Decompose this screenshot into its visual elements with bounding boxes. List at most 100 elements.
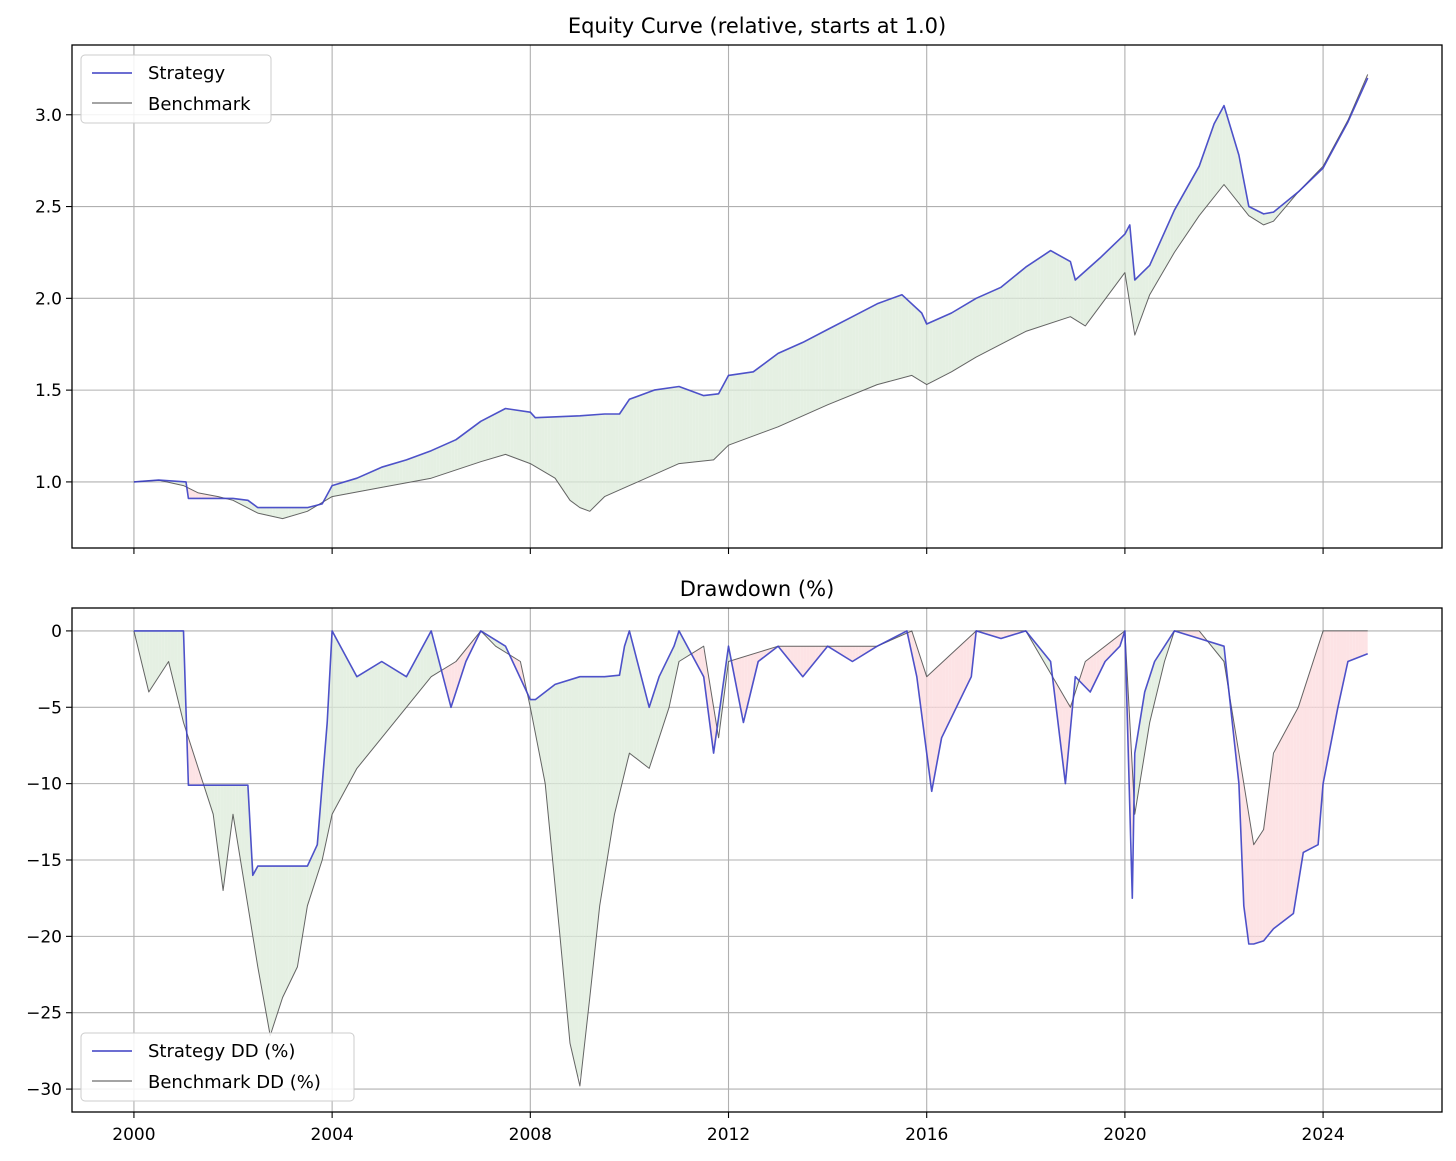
drawdown-fill-segment (334, 635, 338, 810)
equity-fill-segment (954, 309, 958, 371)
equity-fill-segment (510, 409, 514, 458)
equity-fill-segment (473, 424, 477, 465)
equity-fill-segment (707, 394, 711, 461)
equity-fill-segment (531, 413, 535, 467)
drawdown-fill-segment (516, 658, 520, 677)
equity-fill-segment (969, 300, 973, 361)
equity-fill-segment (787, 347, 791, 423)
equity-fill-segment (883, 300, 887, 383)
drawdown-fill-segment (211, 785, 215, 822)
equity-fill-segment (522, 411, 526, 462)
drawdown-fill-segment (1247, 805, 1251, 944)
drawdown-fill-segment (559, 682, 563, 965)
equity-chart-title: Equity Curve (relative, starts at 1.0) (568, 14, 946, 38)
equity-fill-segment (528, 411, 532, 465)
drawdown-fill-segment (260, 866, 264, 999)
equity-fill-segment (525, 411, 529, 463)
drawdown-fill-segment (797, 646, 801, 674)
drawdown-fill-segment (605, 676, 609, 868)
drawdown-fill-segment (1087, 657, 1091, 692)
drawdown-fill-segment (790, 646, 794, 666)
equity-fill-segment (975, 297, 980, 358)
equity-fill-segment (966, 302, 970, 363)
drawdown-fill-segment (297, 866, 301, 967)
drawdown-fill-segment (294, 866, 298, 974)
drawdown-fill-segment (818, 646, 822, 658)
equity-fill-segment (405, 459, 409, 484)
drawdown-fill-segment (1361, 630, 1365, 657)
equity-fill-segment (1157, 240, 1162, 281)
equity-fill-segment (494, 412, 498, 458)
equity-fill-segment (541, 417, 545, 472)
drawdown-y-tick-label: −30 (26, 1080, 62, 1100)
equity-fill-segment (331, 484, 335, 498)
equity-fill-segment (559, 416, 563, 490)
drawdown-fill-segment (1059, 688, 1063, 759)
drawdown-fill-segment (994, 630, 998, 638)
equity-fill-segment (562, 416, 566, 495)
drawdown-fill-segment (645, 694, 650, 769)
equity-legend-box (80, 54, 272, 124)
x-tick-label: 2020 (1103, 1125, 1146, 1145)
drawdown-fill-segment (189, 740, 193, 786)
drawdown-fill-segment (356, 675, 360, 771)
equity-fill-segment (377, 467, 381, 489)
drawdown-fill-segment (417, 650, 421, 694)
equity-fill-segment (386, 464, 390, 487)
drawdown-fill-segment (1352, 630, 1356, 660)
equity-fill-segment (1222, 107, 1226, 187)
equity-fill-segment (1068, 260, 1072, 318)
drawdown-fill-segment (1275, 744, 1279, 928)
equity-fill-segment (359, 475, 363, 492)
equity-fill-segment (864, 308, 869, 390)
drawdown-fill-segment (368, 667, 372, 755)
drawdown-fill-segment (661, 665, 665, 731)
drawdown-fill-segment (340, 646, 344, 799)
drawdown-fill-segment (642, 682, 646, 766)
equity-fill-segment (1231, 132, 1236, 199)
drawdown-fill-segment (207, 785, 212, 808)
equity-fill-segment (1164, 226, 1168, 271)
equity-fill-segment (871, 305, 875, 388)
equity-fill-segment (1012, 275, 1017, 339)
equity-fill-segment (686, 389, 690, 463)
equity-fill-segment (201, 493, 205, 499)
drawdown-fill-segment (618, 664, 622, 800)
drawdown-fill-segment (1309, 664, 1313, 850)
equity-fill-segment (877, 302, 881, 385)
drawdown-fill-segment (346, 657, 350, 788)
equity-fill-segment (815, 334, 819, 411)
equity-fill-segment (451, 440, 455, 472)
drawdown-fill-segment (1049, 660, 1054, 683)
equity-fill-segment (710, 394, 714, 461)
equity-fill-segment (334, 483, 338, 497)
equity-fill-segment (1130, 228, 1134, 326)
drawdown-fill-segment (337, 640, 341, 805)
equity-fill-segment (781, 350, 785, 426)
equity-fill-segment (713, 394, 717, 460)
drawdown-fill-segment (1287, 721, 1291, 918)
equity-fill-segment (642, 393, 646, 480)
drawdown-fill-segment (574, 677, 579, 1079)
equity-fill-segment (362, 474, 366, 492)
equity-fill-segment (291, 507, 295, 517)
equity-fill-segment (837, 322, 841, 401)
equity-fill-segment (269, 507, 273, 517)
equity-fill-segment (198, 492, 202, 499)
equity-fill-segment (356, 477, 360, 493)
equity-fill-segment (365, 473, 369, 491)
equity-fill-segment (608, 413, 613, 495)
drawdown-fill-segment (541, 692, 545, 779)
equity-fill-segment (1034, 259, 1038, 329)
equity-fill-segment (1185, 184, 1189, 236)
drawdown-fill-segment (945, 656, 949, 731)
equity-fill-segment (303, 507, 307, 513)
drawdown-fill-segment (408, 667, 412, 705)
drawdown-fill-segment (288, 866, 292, 986)
equity-fill-segment (460, 433, 464, 469)
drawdown-fill-segment (793, 646, 798, 670)
drawdown-fill-segment (920, 657, 924, 729)
drawdown-fill-segment (1318, 636, 1322, 843)
equity-fill-segment (192, 490, 196, 499)
drawdown-fill-segment (627, 635, 631, 762)
